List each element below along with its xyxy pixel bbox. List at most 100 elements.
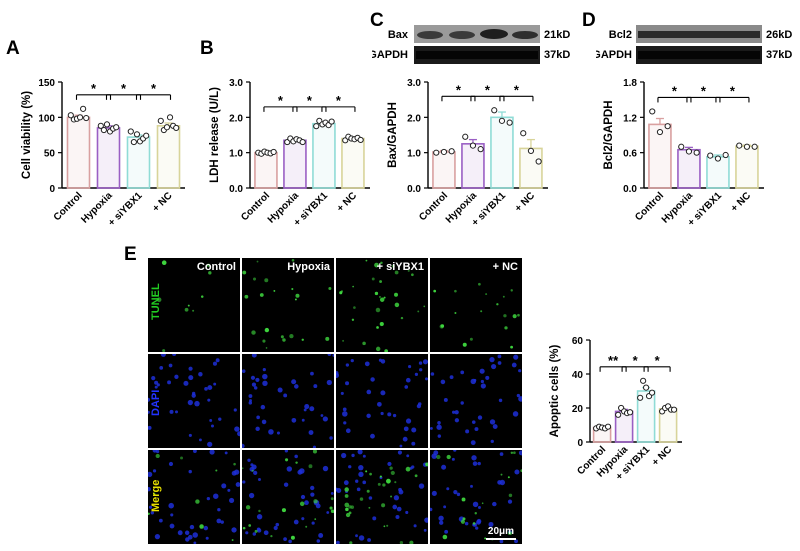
significance-bracket (441, 95, 476, 102)
micrograph-tile: Merge (148, 450, 240, 544)
data-point (477, 146, 484, 153)
data-point (707, 152, 714, 159)
panel-letter-c: C (370, 10, 384, 31)
data-point (498, 117, 506, 124)
micrograph-tile: + siYBX1 (336, 258, 428, 352)
significance-bracket (105, 94, 142, 100)
data-point (166, 114, 174, 121)
micrograph-tile (242, 450, 334, 544)
blot-d-protein-size: 26kD (766, 29, 792, 41)
cell-dots (148, 354, 240, 447)
data-point (535, 158, 542, 165)
y-tick-label: 100 (38, 113, 55, 124)
x-tick-label: + NC (729, 190, 753, 214)
significance-bracket (75, 94, 112, 100)
bar (283, 139, 307, 189)
significance-label: * (633, 353, 639, 368)
significance-label: * (278, 93, 284, 108)
y-tick-label: 2.0 (407, 113, 421, 124)
data-point (685, 148, 693, 155)
significance-bracket (621, 366, 649, 372)
y-tick-label: 2.0 (229, 113, 243, 124)
blot-c-protein-label: Bax (388, 29, 409, 41)
y-tick-label: 0 (577, 438, 583, 449)
y-axis-label: LDH release (U/L) (209, 87, 221, 183)
data-point (722, 151, 729, 159)
significance-label: * (121, 81, 127, 96)
data-point (67, 112, 74, 119)
data-point (693, 149, 700, 156)
cell-dots (336, 450, 428, 544)
data-point (133, 131, 141, 138)
significance-label: * (456, 82, 462, 97)
data-point (299, 138, 306, 146)
x-tick-label: + NC (151, 190, 175, 214)
significance-bracket (643, 366, 671, 372)
cell-dots (242, 450, 334, 544)
data-point (270, 148, 277, 156)
scale-bar-label: 20μm (487, 526, 515, 537)
significance-bracket (470, 95, 505, 102)
bar (254, 151, 278, 189)
micrograph-tile (430, 354, 522, 448)
bar (341, 137, 365, 189)
blot-d-loading-size: 37kD (766, 49, 792, 61)
blot-c-loading-label: GAPDH (372, 49, 408, 61)
significance-bracket (321, 106, 356, 112)
bar (432, 151, 456, 189)
y-tick-label: 0.0 (623, 184, 637, 195)
data-point (491, 107, 498, 114)
data-point (656, 128, 664, 136)
data-point (328, 118, 335, 125)
significance-label: * (514, 82, 520, 97)
scale-bar-line (486, 538, 516, 540)
data-point (163, 124, 171, 131)
blot-c-gapdh-band (416, 51, 538, 59)
data-point (678, 143, 685, 150)
bar (519, 147, 543, 189)
data-point (637, 394, 644, 401)
cell-dots (148, 450, 240, 544)
bar (735, 145, 759, 189)
data-point (751, 143, 758, 150)
data-point (448, 148, 455, 155)
data-point (173, 124, 180, 132)
y-axis-label: Bcl2/GAPDH (603, 100, 615, 169)
micrograph-tile: Hypoxia (242, 258, 334, 352)
bar (312, 122, 336, 189)
data-point (640, 377, 647, 384)
y-tick-label: 20 (572, 404, 584, 415)
cell-dots (430, 450, 522, 544)
micrograph-tile: 20μm (430, 450, 522, 544)
y-tick-label: 0.0 (407, 184, 421, 195)
bar (126, 136, 151, 189)
y-tick-label: 150 (38, 78, 55, 89)
blot-d-gapdh-band (638, 51, 760, 59)
panel-letter-a: A (6, 38, 20, 59)
y-tick-label: 50 (44, 149, 56, 160)
panel-letter-d: D (582, 10, 596, 31)
significance-label: * (655, 353, 661, 368)
micrograph-tile: + NC (430, 258, 522, 352)
blot-c-protein-size: 21kD (544, 29, 570, 41)
y-tick-label: 1.0 (229, 149, 243, 160)
y-tick-label: 0.6 (623, 149, 637, 160)
cell-dots (242, 258, 332, 349)
significance-label: * (672, 83, 678, 98)
data-point (649, 108, 656, 115)
significance-bracket (715, 96, 750, 103)
bar (156, 125, 181, 189)
data-point (664, 123, 671, 130)
data-point (76, 114, 84, 121)
x-tick-label: + NC (650, 444, 674, 468)
data-point (604, 423, 612, 430)
micrograph-tile: DAPI (148, 354, 240, 448)
significance-bracket (499, 95, 534, 102)
blot-c-loading-size: 37kD (544, 49, 570, 61)
western-blot-d: Bcl2 GAPDH 26kD 37kD (596, 25, 792, 64)
data-point (97, 122, 104, 129)
y-axis-label: Bax/GAPDH (387, 102, 399, 168)
